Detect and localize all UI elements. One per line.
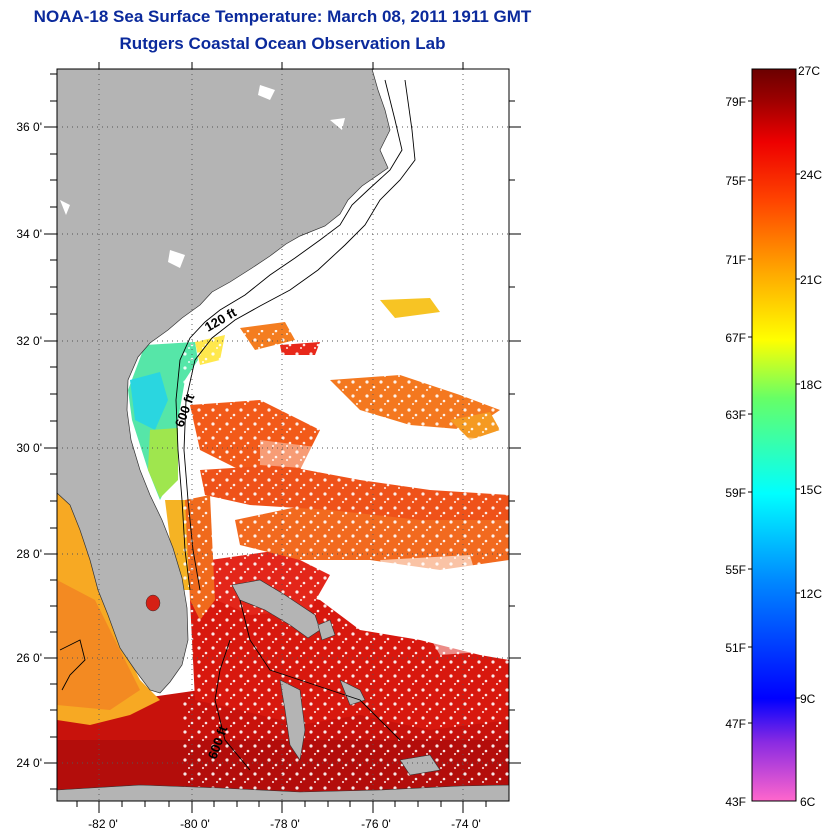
- colorbar-c-label: 12C: [800, 587, 822, 601]
- lat-label: 26 0': [16, 651, 42, 665]
- colorbar-f-label: 47F: [725, 717, 746, 731]
- colorbar-c-label: 6C: [800, 795, 816, 809]
- colorbar-c-label: 27C: [798, 64, 820, 78]
- colorbar-f-label: 43F: [725, 795, 746, 809]
- depth-contours: [59, 79, 416, 771]
- lon-label: -74 0': [451, 817, 481, 831]
- lon-labels: -82 0' -80 0' -78 0' -76 0' -74 0': [88, 817, 481, 831]
- map-area: [57, 69, 509, 801]
- lat-label: 28 0': [16, 547, 42, 561]
- colorbar-f-label: 75F: [725, 174, 746, 188]
- lat-label: 30 0': [16, 441, 42, 455]
- colorbar-c-label: 9C: [800, 692, 816, 706]
- colorbar-f-label: 51F: [725, 641, 746, 655]
- lon-label: -78 0': [270, 817, 300, 831]
- colorbar-c-label: 24C: [800, 168, 822, 182]
- lat-labels: 36 0' 34 0' 32 0' 30 0' 28 0' 26 0' 24 0…: [16, 120, 42, 770]
- lat-label: 24 0': [16, 756, 42, 770]
- temperature-colorbar: [751, 68, 797, 802]
- map-frame: [56, 68, 510, 802]
- axis-ticks: [44, 62, 521, 813]
- colorbar-c-label: 18C: [800, 378, 822, 392]
- map-subtitle: Rutgers Coastal Ocean Observation Lab: [119, 34, 446, 53]
- lat-lon-grid: [57, 69, 509, 801]
- lon-label: -80 0': [180, 817, 210, 831]
- colorbar-c-label: 15C: [800, 483, 822, 497]
- lat-label: 32 0': [16, 334, 42, 348]
- lat-label: 34 0': [16, 227, 42, 241]
- map-title: NOAA-18 Sea Surface Temperature: March 0…: [33, 7, 532, 26]
- celsius-labels: 27C 24C 21C 18C 15C 12C 9C 6C: [798, 64, 822, 809]
- cloud-mask: [180, 330, 509, 800]
- lat-label: 36 0': [16, 120, 42, 134]
- colorbar-f-label: 79F: [725, 95, 746, 109]
- colorbar-f-label: 55F: [725, 563, 746, 577]
- colorbar-f-label: 67F: [725, 331, 746, 345]
- fahrenheit-labels: 79F 75F 71F 67F 63F 59F 55F 51F 47F 43F: [725, 95, 746, 809]
- lon-label: -76 0': [361, 817, 391, 831]
- colorbar-f-label: 59F: [725, 486, 746, 500]
- colorbar-f-label: 71F: [725, 253, 746, 267]
- colorbar-ticks: [748, 100, 800, 724]
- lon-label: -82 0': [88, 817, 118, 831]
- colorbar-c-label: 21C: [800, 273, 822, 287]
- colorbar-f-label: 63F: [725, 408, 746, 422]
- land: [57, 69, 509, 801]
